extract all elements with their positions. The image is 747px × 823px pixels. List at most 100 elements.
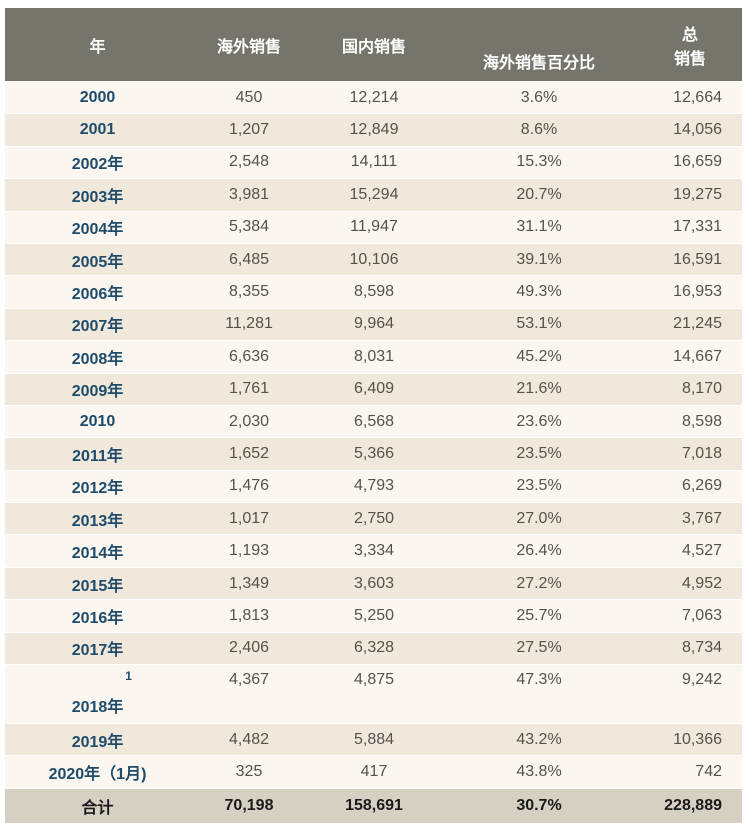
table-row: 2007年 11,281 9,964 53.1% 21,245 (5, 307, 742, 341)
cell-overseas: 6,636 (190, 340, 308, 374)
cell-overseas-pct: 26.4% (440, 534, 638, 568)
cell-year: 2014年 (5, 534, 190, 568)
cell-overseas-pct: 31.1% (440, 210, 638, 244)
cell-overseas-pct: 3.6% (440, 80, 638, 114)
cell-domestic: 8,031 (308, 340, 440, 374)
total-label: 合计 (5, 787, 190, 823)
cell-overseas: 1,349 (190, 566, 308, 600)
cell-domestic: 11,947 (308, 210, 440, 244)
cell-year: 2004年 (5, 210, 190, 244)
table-row: 2019年 4,482 5,884 43.2% 10,366 (5, 723, 742, 756)
table-row: 2014年 1,193 3,334 26.4% 4,527 (5, 534, 742, 568)
table-row: 2011年 1,652 5,366 23.5% 7,018 (5, 437, 742, 471)
cell-overseas-pct: 23.6% (440, 404, 638, 438)
cell-total: 742 (638, 755, 742, 789)
cell-year: 2001 (5, 113, 190, 147)
cell-overseas-pct: 45.2% (440, 340, 638, 374)
cell-total: 7,018 (638, 437, 742, 471)
table-row: 2005年 6,485 10,106 39.1% 16,591 (5, 242, 742, 276)
table-row: 2018年 1 4,367 4,875 47.3% 9,242 (5, 664, 742, 724)
cell-total: 4,527 (638, 534, 742, 568)
cell-overseas-pct: 27.5% (440, 631, 638, 665)
cell-total: 19,275 (638, 178, 742, 212)
cell-total: 17,331 (638, 210, 742, 244)
cell-total: 9,242 (638, 664, 742, 724)
cell-year: 2015年 (5, 566, 190, 600)
cell-domestic: 5,250 (308, 599, 440, 633)
cell-overseas-pct: 8.6% (440, 113, 638, 147)
cell-overseas-pct: 27.2% (440, 566, 638, 600)
cell-total: 16,953 (638, 275, 742, 309)
table-row: 2010 2,030 6,568 23.6% 8,598 (5, 404, 742, 438)
table-row: 2017年 2,406 6,328 27.5% 8,734 (5, 631, 742, 665)
header-total-line2: 销售 (673, 50, 706, 68)
cell-overseas: 11,281 (190, 307, 308, 341)
table-row: 2013年 1,017 2,750 27.0% 3,767 (5, 502, 742, 535)
cell-overseas-pct: 27.0% (440, 502, 638, 535)
cell-overseas: 1,761 (190, 372, 308, 406)
cell-overseas-pct: 21.6% (440, 372, 638, 406)
cell-total: 8,598 (638, 404, 742, 438)
cell-total: 16,659 (638, 145, 742, 179)
cell-year: 2019年 (5, 723, 190, 756)
cell-year: 2009年 (5, 372, 190, 406)
table-body: 2000 450 12,214 3.6% 12,664 2001 1,207 12,849 8.… (5, 80, 742, 823)
cell-domestic: 5,884 (308, 723, 440, 756)
cell-overseas-pct: 43.8% (440, 755, 638, 789)
cell-overseas: 1,193 (190, 534, 308, 568)
sales-table: 年 海外销售 国内销售 海外销售百分比 总销售 2000 450 12,214 3.6… (5, 8, 742, 823)
cell-total: 10,366 (638, 723, 742, 756)
table-header: 年 海外销售 国内销售 海外销售百分比 总销售 (5, 8, 742, 82)
header-total: 总销售 (638, 8, 742, 82)
table-row: 2006年 8,355 8,598 49.3% 16,953 (5, 275, 742, 309)
table-row: 2015年 1,349 3,603 27.2% 4,952 (5, 566, 742, 600)
cell-overseas-pct: 53.1% (440, 307, 638, 341)
cell-domestic: 8,598 (308, 275, 440, 309)
cell-domestic: 14,111 (308, 145, 440, 179)
cell-overseas-pct: 15.3% (440, 145, 638, 179)
cell-overseas: 6,485 (190, 242, 308, 276)
cell-overseas-pct: 39.1% (440, 242, 638, 276)
cell-year: 2020年（1月) (5, 755, 190, 789)
cell-domestic: 417 (308, 755, 440, 789)
table-row: 2008年 6,636 8,031 45.2% 14,667 (5, 340, 742, 374)
table-row: 2004年 5,384 11,947 31.1% 17,331 (5, 210, 742, 244)
cell-year: 2005年 (5, 242, 190, 276)
cell-year: 2013年 (5, 502, 190, 535)
cell-year: 2006年 (5, 275, 190, 309)
cell-overseas-pct: 25.7% (440, 599, 638, 633)
cell-domestic: 12,849 (308, 113, 440, 147)
cell-domestic: 2,750 (308, 502, 440, 535)
total-pct: 30.7% (440, 787, 638, 823)
total-total: 228,889 (638, 787, 742, 823)
cell-year: 2008年 (5, 340, 190, 374)
cell-overseas: 1,476 (190, 469, 308, 503)
cell-overseas: 4,367 (190, 664, 308, 724)
header-total-line1: 总 (681, 26, 698, 44)
cell-domestic: 6,409 (308, 372, 440, 406)
table-row: 2003年 3,981 15,294 20.7% 19,275 (5, 178, 742, 212)
footnote-marker: 1 (125, 669, 132, 684)
header-year: 年 (5, 8, 190, 82)
cell-overseas: 1,017 (190, 502, 308, 535)
cell-overseas: 2,406 (190, 631, 308, 665)
cell-total: 7,063 (638, 599, 742, 633)
cell-total: 21,245 (638, 307, 742, 341)
cell-overseas: 1,813 (190, 599, 308, 633)
cell-year: 2018年 1 (5, 664, 190, 724)
cell-total: 14,667 (638, 340, 742, 374)
cell-overseas-pct: 47.3% (440, 664, 638, 724)
cell-overseas: 5,384 (190, 210, 308, 244)
cell-year: 2003年 (5, 178, 190, 212)
cell-domestic: 10,106 (308, 242, 440, 276)
total-overseas: 70,198 (190, 787, 308, 823)
table-row: 2000 450 12,214 3.6% 12,664 (5, 80, 742, 114)
cell-domestic: 4,875 (308, 664, 440, 724)
cell-total: 6,269 (638, 469, 742, 503)
cell-domestic: 12,214 (308, 80, 440, 114)
cell-year: 2012年 (5, 469, 190, 503)
header-overseas-pct: 海外销售百分比 (440, 8, 638, 82)
table-row: 2009年 1,761 6,409 21.6% 8,170 (5, 372, 742, 406)
cell-domestic: 5,366 (308, 437, 440, 471)
cell-total: 8,734 (638, 631, 742, 665)
